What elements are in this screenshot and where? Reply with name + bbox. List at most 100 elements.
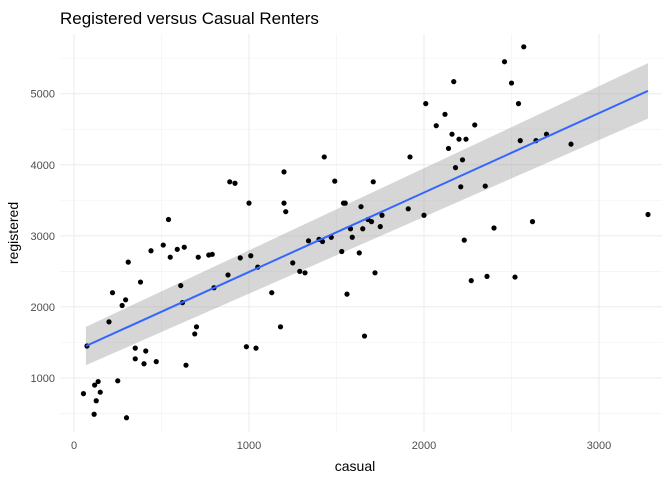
data-point xyxy=(80,391,87,397)
x-axis-ticks: 0 1000 2000 3000 xyxy=(71,440,611,452)
data-point xyxy=(132,356,138,362)
data-point xyxy=(167,254,173,260)
y-tick-label: 2000 xyxy=(31,302,55,314)
data-point xyxy=(95,378,101,385)
data-point xyxy=(305,238,312,244)
x-axis-title: casual xyxy=(335,458,375,474)
data-point xyxy=(508,80,515,86)
data-point xyxy=(442,111,448,117)
data-point xyxy=(377,224,383,230)
data-point xyxy=(405,206,411,212)
data-point xyxy=(160,242,166,248)
data-point xyxy=(358,204,364,210)
data-point xyxy=(360,226,366,232)
data-point xyxy=(517,138,523,144)
data-point xyxy=(407,154,413,160)
gridlines xyxy=(60,34,662,432)
data-point xyxy=(97,389,103,395)
data-point xyxy=(423,101,429,107)
data-point xyxy=(463,136,469,142)
data-point xyxy=(143,348,149,354)
data-point xyxy=(153,359,159,365)
data-point xyxy=(178,282,184,289)
x-tick-label: 0 xyxy=(71,440,77,452)
data-point xyxy=(456,136,462,142)
data-point xyxy=(568,141,574,147)
data-point xyxy=(225,272,231,278)
data-point xyxy=(125,259,131,265)
data-point xyxy=(132,345,138,351)
data-point xyxy=(192,331,198,337)
chart-title: Registered versus Casual Renters xyxy=(60,9,319,28)
data-point xyxy=(297,268,303,274)
data-point xyxy=(332,178,338,184)
data-point xyxy=(248,253,254,259)
data-point xyxy=(106,319,112,325)
data-point xyxy=(243,344,249,350)
data-point xyxy=(123,297,129,303)
data-point xyxy=(512,274,518,280)
y-axis-ticks: 1000 2000 3000 4000 5000 xyxy=(31,89,55,385)
data-point xyxy=(269,290,275,296)
data-point xyxy=(165,216,172,223)
data-point xyxy=(491,225,497,231)
data-point xyxy=(115,378,121,384)
x-tick-label: 1000 xyxy=(237,440,261,452)
data-point xyxy=(137,279,144,285)
data-point xyxy=(281,200,287,206)
data-point xyxy=(482,183,488,189)
data-point xyxy=(92,382,98,388)
data-point xyxy=(246,200,252,206)
data-point xyxy=(529,219,536,225)
x-tick-label: 2000 xyxy=(412,440,436,452)
data-point xyxy=(349,234,355,240)
data-point xyxy=(458,184,464,190)
data-point xyxy=(484,273,490,279)
data-point xyxy=(468,278,474,284)
data-point xyxy=(461,237,467,243)
plot-area xyxy=(60,34,662,432)
data-point xyxy=(361,333,368,339)
data-point xyxy=(281,169,287,175)
data-point xyxy=(449,131,455,137)
data-point xyxy=(109,290,116,296)
data-point xyxy=(342,200,348,206)
data-point xyxy=(174,246,180,252)
data-point xyxy=(372,270,378,276)
y-tick-label: 5000 xyxy=(31,89,55,101)
data-point xyxy=(521,44,527,50)
x-tick-label: 3000 xyxy=(587,440,611,452)
y-tick-label: 4000 xyxy=(31,160,55,172)
data-point xyxy=(148,248,154,254)
data-point xyxy=(290,260,296,266)
data-point xyxy=(356,250,362,256)
data-point xyxy=(283,209,289,215)
data-point xyxy=(379,212,385,218)
data-point xyxy=(141,361,147,367)
y-tick-label: 1000 xyxy=(31,373,55,385)
data-point xyxy=(209,251,215,257)
data-point xyxy=(277,324,284,330)
data-point xyxy=(193,324,200,330)
data-point xyxy=(370,179,376,185)
y-axis-title: registered xyxy=(5,202,21,264)
data-point xyxy=(433,123,439,129)
confidence-band xyxy=(85,63,648,366)
data-point xyxy=(452,165,459,171)
data-point xyxy=(472,122,478,128)
data-point xyxy=(451,79,457,85)
data-point xyxy=(515,101,522,107)
y-tick-label: 3000 xyxy=(31,231,55,243)
data-point xyxy=(501,59,508,65)
data-point xyxy=(91,411,97,417)
data-point xyxy=(93,398,99,404)
data-point xyxy=(232,180,238,186)
data-point xyxy=(339,248,345,255)
data-point xyxy=(123,415,130,421)
data-point xyxy=(181,244,187,250)
data-point xyxy=(445,145,452,152)
data-point xyxy=(368,219,375,225)
data-points xyxy=(80,44,651,421)
data-point xyxy=(253,345,259,351)
